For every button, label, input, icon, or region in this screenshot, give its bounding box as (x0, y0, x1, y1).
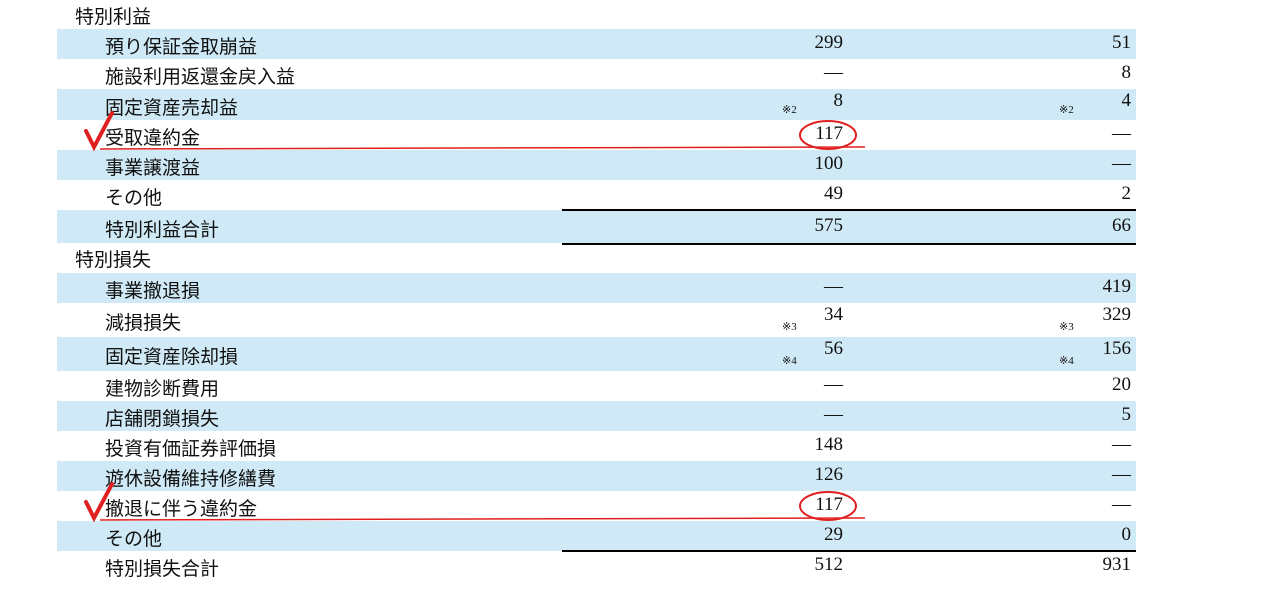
row-label: 固定資産除却損 (105, 347, 239, 368)
table-row: 減損損失 34 329 ※3 ※3 (57, 303, 1136, 337)
prior-value: — (1112, 494, 1131, 515)
prior-value: 8 (1121, 62, 1132, 83)
prior-value: 931 (1102, 554, 1132, 575)
current-value: 126 (814, 464, 844, 485)
current-value: — (824, 276, 843, 297)
table-row: 建物診断費用 — 20 (57, 371, 1136, 401)
prior-note: ※2 (1059, 104, 1074, 116)
table-row: 事業譲渡益 100 — (57, 150, 1136, 180)
table-row: 受取違約金 117 — (57, 120, 1136, 150)
row-label: その他 (105, 529, 163, 550)
current-value: 117 (815, 123, 843, 144)
prior-value: 0 (1121, 524, 1132, 545)
table-row: 投資有価証券評価損 148 — (57, 431, 1136, 461)
current-note: ※2 (782, 104, 797, 116)
current-note: ※4 (782, 355, 797, 367)
current-value: 8 (833, 90, 844, 111)
table-row: 固定資産売却益 8 4 ※2 ※2 (57, 89, 1136, 120)
table-row: 撤退に伴う違約金 117 — (57, 491, 1136, 521)
prior-value: 66 (1112, 214, 1131, 236)
table-row: 特別利益合計 575 66 (57, 210, 1136, 243)
current-value: 29 (824, 524, 843, 545)
row-label: 建物診断費用 (105, 379, 220, 400)
row-label: 預り保証金取崩益 (105, 37, 258, 58)
current-value: 148 (814, 434, 844, 455)
row-label: 特別損失合計 (105, 559, 220, 580)
prior-value: 5 (1121, 404, 1132, 425)
section-title: 特別損失 (75, 250, 152, 271)
prior-value: — (1112, 464, 1131, 485)
row-label: 店舗閉鎖損失 (105, 409, 220, 430)
row-label: 特別利益合計 (105, 219, 220, 241)
row-label: その他 (105, 188, 163, 209)
table-row: 遊休設備維持修繕費 126 — (57, 461, 1136, 491)
row-label: 減損損失 (105, 313, 182, 334)
table-row: 店舗閉鎖損失 — 5 (57, 401, 1136, 431)
current-value: 100 (814, 153, 844, 174)
row-label: 撤退に伴う違約金 (105, 499, 258, 520)
table-row: 事業撤退損 — 419 (57, 273, 1136, 303)
total-rule-bottom (562, 243, 1136, 245)
prior-value: 156 (1102, 338, 1132, 359)
prior-value: 329 (1102, 304, 1132, 325)
table-row: 特別損失合計 512 931 (57, 551, 1136, 581)
total-rule-top (562, 209, 1136, 211)
row-label: 施設利用返還金戻入益 (105, 67, 296, 88)
table-row: 固定資産除却損 56 156 ※4 ※4 (57, 337, 1136, 371)
current-value: 56 (824, 338, 843, 359)
row-label: 受取違約金 (105, 128, 201, 149)
current-value: — (824, 62, 843, 83)
prior-value: — (1112, 153, 1131, 174)
prior-value: 419 (1102, 276, 1132, 297)
current-note: ※3 (782, 321, 797, 333)
section-title: 特別利益 (75, 7, 152, 28)
current-value: — (824, 374, 843, 395)
current-value: — (824, 404, 843, 425)
current-value: 575 (814, 214, 844, 236)
prior-value: 20 (1112, 374, 1131, 395)
prior-value: — (1112, 434, 1131, 455)
current-value: 299 (814, 32, 844, 53)
current-value: 512 (814, 554, 844, 575)
row-label: 投資有価証券評価損 (105, 439, 277, 460)
table-row: その他 29 0 (57, 521, 1136, 551)
table-row: 預り保証金取崩益 299 51 (57, 29, 1136, 59)
prior-note: ※3 (1059, 321, 1074, 333)
prior-value: 4 (1121, 90, 1132, 111)
row-label: 遊休設備維持修繕費 (105, 469, 277, 490)
row-label: 固定資産売却益 (105, 97, 239, 119)
total-rule-top (562, 550, 1136, 552)
prior-value: 2 (1121, 183, 1132, 204)
current-value: 49 (824, 183, 843, 204)
prior-value: — (1112, 123, 1131, 144)
prior-value: 51 (1112, 32, 1131, 53)
current-value: 34 (824, 304, 843, 325)
row-label: 事業撤退損 (105, 281, 201, 302)
table-row: その他 49 2 (57, 180, 1136, 210)
table-row: 施設利用返還金戻入益 — 8 (57, 59, 1136, 89)
current-value: 117 (815, 494, 843, 515)
prior-note: ※4 (1059, 355, 1074, 367)
row-label: 事業譲渡益 (105, 158, 201, 179)
